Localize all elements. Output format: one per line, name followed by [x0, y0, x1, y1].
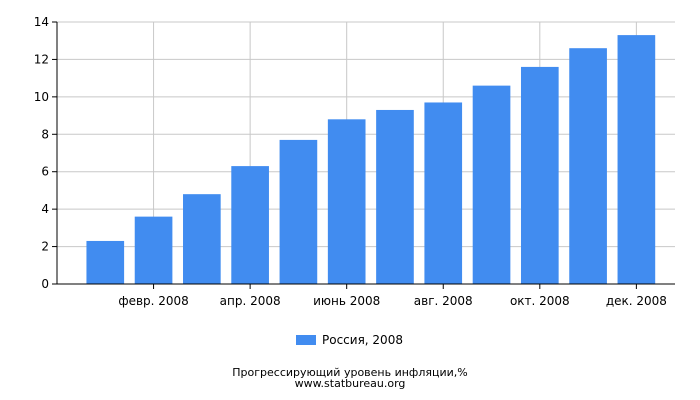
y-tick-label: 10 — [34, 90, 49, 104]
bar — [86, 240, 125, 284]
chart-title: Прогрессирующий уровень инфляции,% — [232, 366, 468, 379]
chart-subtitle: www.statbureau.org — [294, 377, 406, 390]
bar — [569, 48, 607, 285]
y-tick-label: 4 — [41, 202, 49, 216]
y-tick-label: 14 — [34, 15, 49, 29]
bar — [279, 139, 318, 284]
bar — [472, 85, 511, 284]
y-tick-label: 0 — [41, 277, 49, 291]
y-tick-label: 8 — [41, 127, 49, 141]
y-tick-label: 6 — [41, 165, 49, 179]
x-tick-label: авг. 2008 — [414, 294, 473, 308]
legend-label: Россия, 2008 — [322, 333, 403, 347]
y-tick-label: 12 — [34, 52, 49, 66]
x-tick-label: окт. 2008 — [510, 294, 570, 308]
bar — [424, 102, 463, 284]
x-tick-label: апр. 2008 — [220, 294, 281, 308]
bar — [617, 35, 656, 284]
bar — [376, 109, 414, 284]
x-tick-label: июнь 2008 — [313, 294, 380, 308]
bar — [134, 216, 173, 284]
inflation-bar-chart: 0 2 4 6 8 10 12 14 февр. 2008 апр. 2008 июнь 2008 а… — [34, 15, 675, 308]
bar — [183, 194, 221, 284]
y-tick-label: 2 — [41, 240, 49, 254]
bar — [520, 66, 559, 285]
x-tick-label: февр. 2008 — [118, 294, 189, 308]
legend-swatch — [296, 335, 316, 345]
chart-legend: Россия, 2008 — [296, 333, 403, 347]
bar — [231, 166, 269, 284]
x-tick-label: дек. 2008 — [606, 294, 667, 308]
bar — [327, 119, 366, 284]
